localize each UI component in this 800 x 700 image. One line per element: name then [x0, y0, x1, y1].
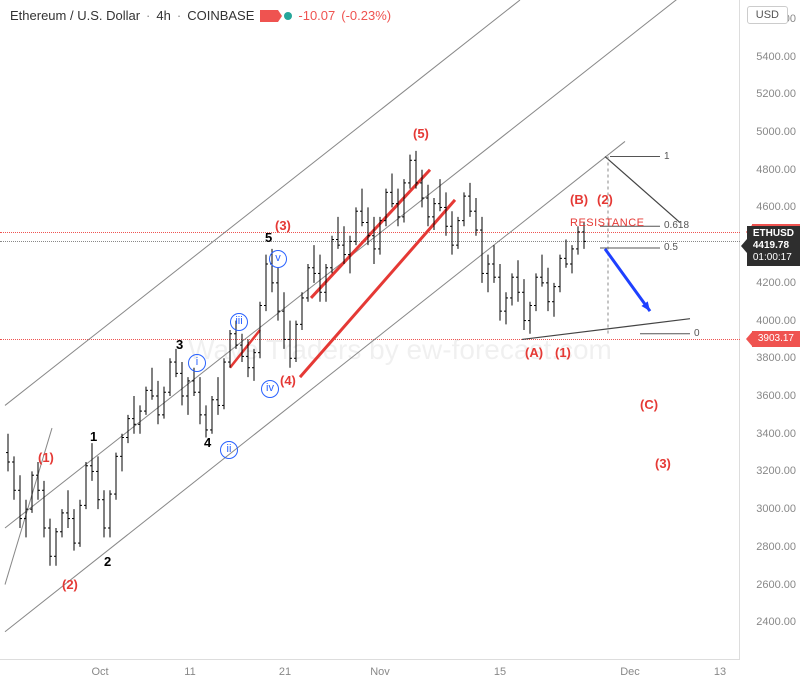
y-tick: 3800.00 — [756, 352, 796, 364]
y-tick: 3000.00 — [756, 503, 796, 515]
exchange-flag-icon — [260, 10, 278, 22]
x-tick: 15 — [494, 666, 506, 678]
y-tick: 5000.00 — [756, 126, 796, 138]
wave-label: (A) — [525, 345, 543, 360]
wave-label: 4 — [204, 435, 211, 450]
wave-label: (1) — [555, 345, 571, 360]
wave-label: iii — [230, 313, 248, 331]
status-dot-icon — [284, 12, 292, 20]
fib-label: 0.5 — [664, 242, 678, 253]
x-tick: Oct — [91, 666, 108, 678]
wave-label: (C) — [640, 397, 658, 412]
wave-label: (B) — [570, 192, 588, 207]
currency-selector[interactable]: USD — [747, 6, 788, 24]
y-tick: 4200.00 — [756, 277, 796, 289]
y-tick: 3200.00 — [756, 465, 796, 477]
pair-name: Ethereum / U.S. Dollar — [10, 8, 140, 23]
y-tick: 2600.00 — [756, 579, 796, 591]
y-tick: 3400.00 — [756, 428, 796, 440]
chart-header: Ethereum / U.S. Dollar · 4h · COINBASE -… — [10, 8, 391, 23]
wave-label: i — [188, 354, 206, 372]
wave-label: (5) — [413, 126, 429, 141]
timeframe: 4h — [156, 8, 170, 23]
wave-label: 1 — [90, 429, 97, 444]
y-tick: 4600.00 — [756, 201, 796, 213]
wave-label: (3) — [655, 456, 671, 471]
dot-sep: · — [146, 8, 150, 23]
y-tick: 4800.00 — [756, 164, 796, 176]
x-tick: 21 — [279, 666, 291, 678]
plot-area[interactable]: (1)(2)(3)(4)(5)(A)(1)(B)(2)(C)(3)12345ii… — [0, 0, 740, 660]
x-tick: Dec — [620, 666, 640, 678]
fib-label: 0.618 — [664, 220, 689, 231]
x-axis[interactable]: Oct 11 21 Nov 15 Dec 13 — [0, 659, 740, 700]
wave-label: (2) — [62, 577, 78, 592]
price-tag: 3903.17 — [752, 331, 800, 347]
wave-label: 5 — [265, 230, 272, 245]
y-tick: 4000.00 — [756, 315, 796, 327]
currency-label: USD — [756, 9, 779, 21]
dot-sep-2: · — [177, 8, 181, 23]
change-abs: -10.07 — [298, 8, 335, 23]
wave-label: (3) — [275, 218, 291, 233]
y-tick: 5400.00 — [756, 51, 796, 63]
change-pct: (-0.23%) — [341, 8, 391, 23]
fib-label: 1 — [664, 151, 670, 162]
chart-container: Ethereum / U.S. Dollar · 4h · COINBASE -… — [0, 0, 800, 700]
wave-label: 3 — [176, 337, 183, 352]
resistance-label: RESISTANCE — [570, 217, 644, 229]
fib-label: 0 — [694, 328, 700, 339]
price-tag: ETHUSD4419.7801:00:17 — [747, 226, 800, 266]
wave-label: (2) — [597, 192, 613, 207]
x-tick: Nov — [370, 666, 390, 678]
wave-label: (4) — [280, 373, 296, 388]
y-tick: 2800.00 — [756, 541, 796, 553]
wave-label: ii — [220, 441, 238, 459]
x-tick: 13 — [714, 666, 726, 678]
wave-label: 2 — [104, 554, 111, 569]
x-tick: 11 — [184, 666, 195, 678]
y-tick: 5200.00 — [756, 88, 796, 100]
wave-label: (1) — [38, 450, 54, 465]
y-tick: 3600.00 — [756, 390, 796, 402]
exchange: COINBASE — [187, 8, 254, 23]
y-tick: 2400.00 — [756, 616, 796, 628]
